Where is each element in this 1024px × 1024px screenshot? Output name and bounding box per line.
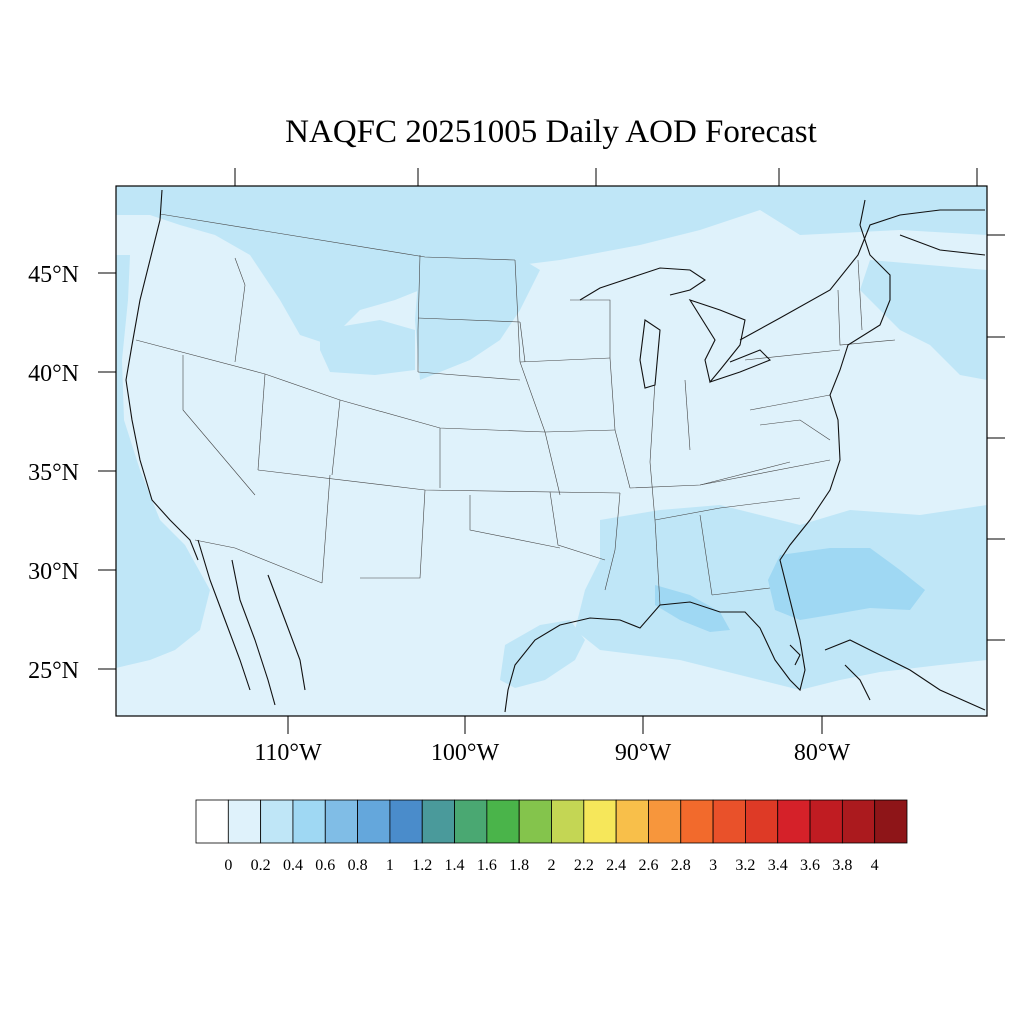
colorbar-label: 0.4 [283, 857, 303, 874]
map-panel [116, 186, 987, 716]
lat-label-35: 35°N [28, 460, 79, 486]
colorbar-box [357, 799, 391, 844]
colorbar-label: 3.4 [768, 857, 788, 874]
colorbar-label: 1.4 [445, 857, 465, 874]
lat-label-40: 40°N [28, 361, 79, 387]
colorbar-label: 2 [548, 857, 556, 874]
colorbar-box [809, 799, 843, 844]
colorbar-label: 0 [224, 857, 232, 874]
colorbar-box [583, 799, 617, 844]
colorbar-label: 3.2 [735, 857, 755, 874]
colorbar-box [421, 799, 455, 844]
lon-label-110: 110°W [254, 740, 322, 766]
bottom-ticks [287, 716, 823, 734]
map-frame [115, 185, 988, 717]
colorbar-box [712, 799, 746, 844]
colorbar-label: 3.8 [832, 857, 852, 874]
state-boundaries [135, 213, 896, 606]
colorbar-label: 1.2 [412, 857, 432, 874]
right-ticks [987, 234, 1005, 641]
colorbar-box [680, 799, 714, 844]
latitude-labels: 45°N 40°N 35°N 30°N 25°N [28, 262, 79, 684]
colorbar-box [195, 799, 229, 844]
lon-label-90: 90°W [615, 740, 672, 766]
lat-label-25: 25°N [28, 658, 79, 684]
colorbar-box [486, 799, 520, 844]
colorbar-box [389, 799, 423, 844]
top-ticks [234, 168, 978, 186]
colorbar-box [841, 799, 876, 844]
colorbar-label: 1.6 [477, 857, 497, 874]
colorbar-box [518, 799, 552, 844]
colorbar-label: 2.2 [574, 857, 594, 874]
colorbar-label: 3.6 [800, 857, 820, 874]
colorbar-label: 0.6 [315, 857, 335, 874]
colorbar-box [292, 799, 326, 844]
colorbar-label: 1 [386, 857, 394, 874]
colorbar-label: 2.6 [638, 857, 658, 874]
colorbar-label: 2.8 [671, 857, 691, 874]
colorbar: 0 0.2 0.4 0.6 0.8 1 1.2 1.4 1.6 1.8 2 2.2 2.4 2.6 2.8 3… [195, 799, 908, 874]
colorbar-box [260, 799, 294, 844]
colorbar-box [227, 799, 262, 844]
lat-label-45: 45°N [28, 262, 79, 288]
colorbar-box [551, 799, 585, 844]
colorbar-label: 3 [709, 857, 717, 874]
coastlines [125, 189, 986, 713]
colorbar-box [454, 799, 488, 844]
colorbar-label: 1.8 [509, 857, 529, 874]
colorbar-label: 4 [871, 857, 879, 874]
lat-label-30: 30°N [28, 559, 79, 585]
colorbar-label: 0.2 [251, 857, 271, 874]
colorbar-label: 0.8 [348, 857, 368, 874]
colorbar-box [745, 799, 779, 844]
colorbar-box [648, 799, 682, 844]
map-title: NAQFC 20251005 Daily AOD Forecast [285, 114, 817, 150]
colorbar-box [615, 799, 649, 844]
left-ticks [98, 272, 116, 670]
colorbar-box [874, 799, 908, 844]
aod-high-regions [655, 548, 925, 632]
colorbar-box [777, 799, 811, 844]
longitude-labels: 110°W 100°W 90°W 80°W [254, 740, 850, 766]
lon-label-80: 80°W [794, 740, 851, 766]
colorbar-box [324, 799, 358, 844]
lon-label-100: 100°W [431, 740, 500, 766]
colorbar-label: 2.4 [606, 857, 626, 874]
